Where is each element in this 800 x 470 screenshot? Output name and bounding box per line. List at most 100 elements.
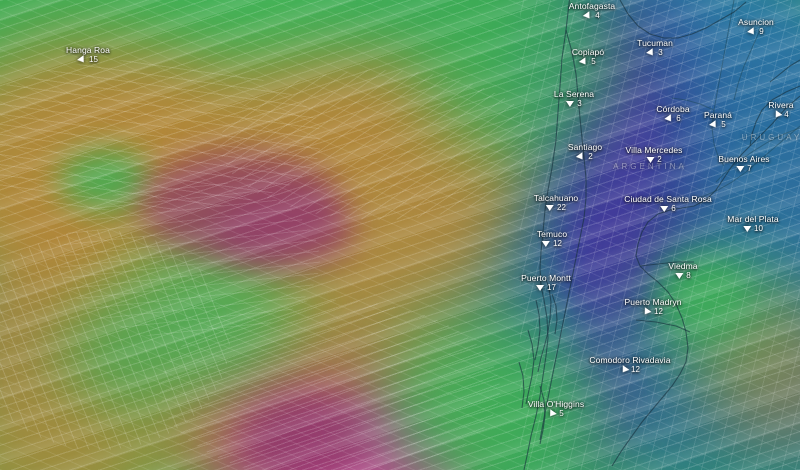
- wind-speed-value: 10: [753, 223, 764, 233]
- city-label[interactable]: Santiago 2: [567, 142, 603, 162]
- city-name: Comodoro Rivadavia: [589, 355, 671, 365]
- wind-speed-value: 12: [552, 238, 563, 248]
- city-name: Viedma: [668, 261, 698, 271]
- city-name: Villa O'Higgins: [527, 399, 585, 409]
- city-name: Puerto Madryn: [624, 297, 682, 307]
- city-wind-reading: 5: [572, 56, 604, 67]
- city-label[interactable]: Paraná 5: [704, 111, 732, 130]
- city-label[interactable]: La Serena 3: [554, 90, 594, 108]
- wind-barb-icon: [76, 55, 87, 65]
- city-label[interactable]: Villa Mercedes 2: [626, 146, 683, 164]
- wind-speed-value: 5: [591, 56, 596, 66]
- city-name: Villa Mercedes: [625, 145, 683, 155]
- city-label[interactable]: Talcahuano 22: [534, 194, 578, 212]
- city-wind-reading: 10: [727, 223, 778, 233]
- wind-barb-icon: [742, 226, 751, 233]
- wind-barb-icon: [675, 273, 684, 280]
- city-wind-reading: 7: [718, 163, 769, 173]
- city-wind-reading: 8: [668, 270, 697, 280]
- city-wind-reading: 9: [738, 26, 774, 37]
- wind-barb-icon: [535, 285, 544, 292]
- wind-barb-icon: [646, 48, 657, 58]
- city-name: Talcahuano: [533, 193, 579, 203]
- wind-barb-icon: [660, 206, 669, 213]
- city-wind-reading: 15: [66, 54, 110, 65]
- wind-barb-icon: [547, 409, 558, 419]
- city-label[interactable]: Viedma 8: [668, 262, 697, 280]
- city-label[interactable]: Mar del Plata 10: [727, 215, 778, 233]
- city-label[interactable]: Puerto Madryn 12: [624, 297, 682, 317]
- city-wind-reading: 17: [521, 282, 571, 292]
- wind-barb-icon: [576, 152, 587, 162]
- city-label[interactable]: Buenos Aires 7: [718, 155, 769, 173]
- city-wind-reading: 4: [768, 109, 793, 120]
- city-label[interactable]: Hanga Roa 15: [66, 46, 110, 65]
- wind-barb-icon: [747, 27, 758, 37]
- city-wind-reading: 12: [537, 238, 567, 248]
- wind-speed-value: 4: [784, 109, 789, 119]
- city-wind-reading: 5: [528, 408, 584, 419]
- wind-speed-value: 3: [658, 47, 663, 57]
- city-name: Ciudad de Santa Rosa: [624, 194, 712, 204]
- wind-barb-icon: [541, 241, 550, 248]
- city-name: Tucuman: [637, 38, 673, 48]
- country-label: URUGUAY: [741, 133, 800, 142]
- city-wind-reading: 2: [626, 154, 683, 164]
- city-wind-reading: 12: [589, 364, 670, 375]
- city-name: Córdoba: [656, 104, 690, 114]
- city-wind-reading: 3: [554, 98, 594, 108]
- wind-barb-icon: [736, 166, 745, 173]
- wind-speed-value: 9: [759, 26, 764, 36]
- city-name: Antofagasta: [568, 1, 616, 11]
- country-label: ARGENTINA: [613, 162, 687, 171]
- city-name: Mar del Plata: [727, 214, 779, 224]
- wind-speed-value: 5: [721, 119, 726, 129]
- city-label[interactable]: Asuncion 9: [738, 17, 774, 37]
- wind-speed-value: 3: [577, 98, 582, 108]
- wind-speed-value: 2: [588, 151, 593, 161]
- city-label[interactable]: Ciudad de Santa Rosa 6: [624, 195, 712, 213]
- wind-speed-value: 12: [630, 364, 641, 374]
- city-label[interactable]: Copiapó 5: [572, 48, 604, 67]
- city-wind-reading: 6: [656, 113, 689, 124]
- wind-barb-icon: [709, 120, 720, 130]
- wind-speed-value: 5: [559, 408, 564, 418]
- wind-barb-icon: [772, 110, 783, 120]
- wind-barb-icon: [641, 307, 652, 317]
- city-label[interactable]: Córdoba 6: [656, 104, 690, 124]
- wind-speed-value: 17: [546, 282, 557, 292]
- city-wind-reading: 6: [624, 203, 712, 213]
- wind-speed-value: 15: [88, 54, 99, 64]
- wind-speed-value: 7: [747, 163, 752, 173]
- city-wind-reading: 2: [568, 151, 602, 162]
- wind-speed-value: 4: [595, 10, 600, 20]
- wind-speed-value: 12: [653, 306, 664, 316]
- city-label[interactable]: Antofagasta 4: [568, 1, 616, 21]
- city-name: Temuco: [536, 229, 568, 239]
- wind-speed-value: 6: [676, 113, 681, 123]
- city-label[interactable]: Temuco 12: [537, 230, 567, 248]
- wind-barb-icon: [579, 57, 590, 67]
- wind-barb-icon: [646, 157, 655, 164]
- wind-speed-value: 2: [657, 154, 662, 164]
- city-label[interactable]: Villa O'Higgins 5: [527, 399, 585, 419]
- city-name: Asuncion: [738, 17, 774, 27]
- city-wind-reading: 4: [569, 10, 615, 21]
- wind-barb-icon: [583, 11, 594, 21]
- city-label[interactable]: Tucuman 3: [637, 38, 673, 58]
- city-name: Rivera: [768, 100, 794, 110]
- city-wind-reading: 5: [704, 119, 732, 130]
- wind-speed-value: 8: [686, 270, 691, 280]
- city-wind-reading: 22: [534, 203, 578, 212]
- city-label[interactable]: Rivera 4: [768, 100, 794, 120]
- city-label[interactable]: Comodoro Rivadavia 12: [589, 355, 671, 375]
- city-wind-reading: 12: [624, 306, 681, 317]
- wind-speed-value: 6: [671, 203, 676, 213]
- city-name: Santiago: [567, 142, 603, 152]
- wind-barb-icon: [618, 365, 629, 375]
- city-name: Buenos Aires: [718, 154, 770, 164]
- city-label[interactable]: Puerto Montt 17: [521, 274, 571, 292]
- city-name: La Serena: [553, 89, 595, 99]
